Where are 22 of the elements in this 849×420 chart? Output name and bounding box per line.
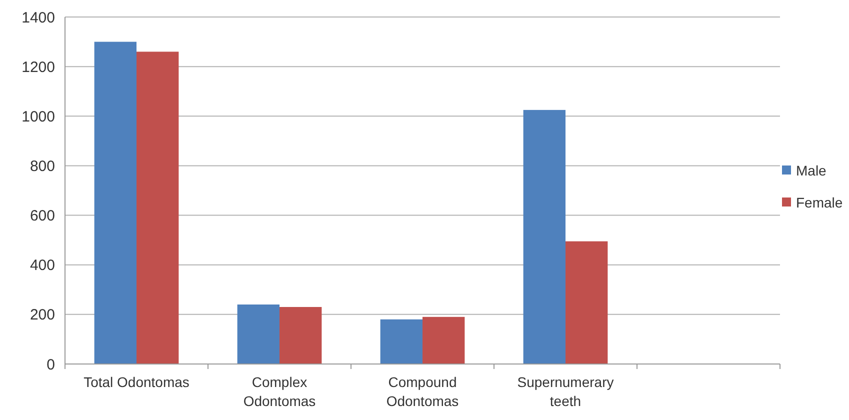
bar <box>422 316 465 364</box>
x-tick-label: Complex Odontomas <box>243 374 316 409</box>
y-tick-label: 1200 <box>22 58 55 76</box>
bar <box>380 319 422 364</box>
y-tick-label: 400 <box>30 257 55 274</box>
legend-label: Male <box>796 162 827 178</box>
y-tick-label: 1400 <box>22 9 55 26</box>
bar <box>136 52 179 364</box>
bar <box>94 42 136 364</box>
x-tick-label: Total Odontomas <box>84 374 190 390</box>
x-tick-label: Supernumerary teeth <box>517 374 614 409</box>
y-tick-label: 1000 <box>22 108 55 126</box>
y-tick-label: 600 <box>30 208 55 225</box>
x-tick-label: Compound Odontomas <box>386 374 459 409</box>
legend-label: Female <box>796 194 843 210</box>
y-tick-label: 200 <box>30 306 55 324</box>
bar <box>523 110 566 364</box>
bar <box>280 306 322 364</box>
y-tick-label: 0 <box>46 356 55 374</box>
bar <box>566 241 608 364</box>
bar <box>237 304 280 364</box>
y-tick-label: 800 <box>30 158 55 175</box>
